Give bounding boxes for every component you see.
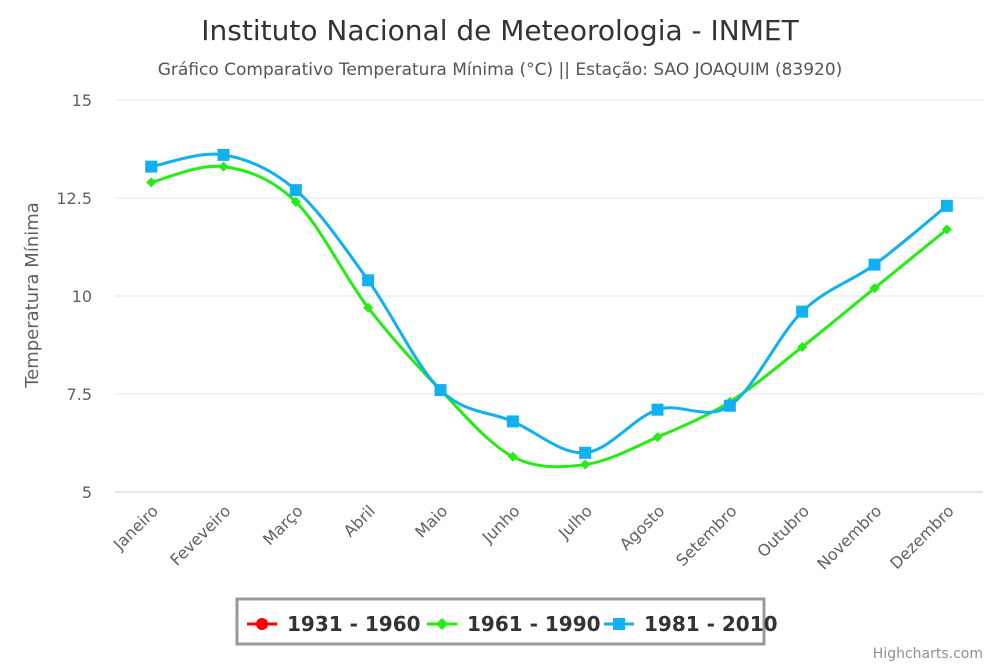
x-tick-label: Junho bbox=[478, 501, 524, 547]
y-tick-label: 15 bbox=[72, 91, 92, 110]
data-point[interactable] bbox=[256, 618, 268, 630]
data-point[interactable] bbox=[362, 274, 375, 287]
legend: 1931 - 1960 1961 - 1990 1981 - 2010 bbox=[235, 597, 778, 646]
data-point[interactable] bbox=[217, 148, 230, 161]
data-point[interactable] bbox=[941, 224, 952, 235]
legend-box bbox=[235, 597, 766, 646]
data-point[interactable] bbox=[579, 446, 592, 459]
y-axis-label: Temperatura Mínima bbox=[22, 202, 43, 389]
grid-lines bbox=[115, 99, 983, 493]
x-tick-label: Abril bbox=[340, 501, 379, 540]
credits-link[interactable]: Highcharts.com bbox=[873, 646, 983, 662]
data-point[interactable] bbox=[940, 199, 953, 212]
chart-subtitle: Gráfico Comparativo Temperatura Mínima (… bbox=[158, 60, 843, 80]
chart-title: Instituto Nacional de Meteorologia - INM… bbox=[201, 14, 799, 47]
data-point[interactable] bbox=[651, 403, 664, 416]
data-point[interactable] bbox=[796, 305, 809, 318]
data-point[interactable] bbox=[580, 459, 591, 470]
data-point[interactable] bbox=[289, 184, 302, 197]
x-tick-label: Agosto bbox=[616, 501, 669, 554]
legend-label: 1961 - 1990 bbox=[467, 612, 601, 636]
x-tick-label: Julho bbox=[554, 501, 596, 543]
series-line[interactable] bbox=[150, 152, 948, 455]
series-line[interactable] bbox=[150, 164, 948, 469]
data-point[interactable] bbox=[797, 341, 808, 352]
data-point[interactable] bbox=[868, 258, 881, 271]
data-point[interactable] bbox=[652, 432, 663, 443]
data-point[interactable] bbox=[363, 302, 374, 313]
y-tick-labels: 5 7.5 10 12.5 15 bbox=[56, 91, 92, 502]
legend-label: 1931 - 1960 bbox=[287, 612, 421, 636]
x-tick-label: Dezembro bbox=[886, 501, 958, 573]
data-point[interactable] bbox=[436, 618, 448, 630]
data-point[interactable] bbox=[723, 399, 736, 412]
y-tick-label: 5 bbox=[82, 483, 92, 502]
legend-item[interactable]: 1961 - 1990 bbox=[427, 612, 601, 636]
legend-label: 1981 - 2010 bbox=[644, 612, 778, 636]
data-point[interactable] bbox=[869, 283, 880, 294]
x-tick-label: Janeiro bbox=[109, 501, 162, 554]
x-tick-label: Setembro bbox=[672, 501, 741, 570]
data-point[interactable] bbox=[218, 161, 229, 172]
series-1961-1990 bbox=[146, 161, 952, 470]
legend-item[interactable]: 1931 - 1960 bbox=[247, 612, 421, 636]
data-point[interactable] bbox=[434, 384, 447, 397]
x-tick-label: Feveveiro bbox=[166, 501, 234, 569]
series-group bbox=[145, 148, 953, 470]
data-point[interactable] bbox=[506, 415, 519, 428]
y-tick-label: 7.5 bbox=[67, 385, 92, 404]
legend-item[interactable]: 1981 - 2010 bbox=[604, 612, 778, 636]
data-point[interactable] bbox=[507, 451, 518, 462]
x-tick-label: Março bbox=[259, 501, 307, 549]
y-tick-label: 12.5 bbox=[56, 189, 92, 208]
data-point[interactable] bbox=[290, 196, 301, 207]
series-1981-2010 bbox=[145, 148, 953, 459]
x-tick-label: Maio bbox=[411, 501, 451, 541]
legend-items: 1931 - 1960 1961 - 1990 1981 - 2010 bbox=[247, 612, 778, 636]
data-point[interactable] bbox=[146, 177, 157, 188]
data-point[interactable] bbox=[145, 160, 158, 173]
x-tick-labels: Janeiro Feveveiro Março Abril Maio Junho Julho… bbox=[109, 501, 958, 573]
x-tick-label: Novembro bbox=[813, 501, 885, 573]
y-tick-label: 10 bbox=[72, 287, 92, 306]
data-point[interactable] bbox=[613, 618, 625, 630]
x-tick-label: Outubro bbox=[753, 501, 813, 561]
